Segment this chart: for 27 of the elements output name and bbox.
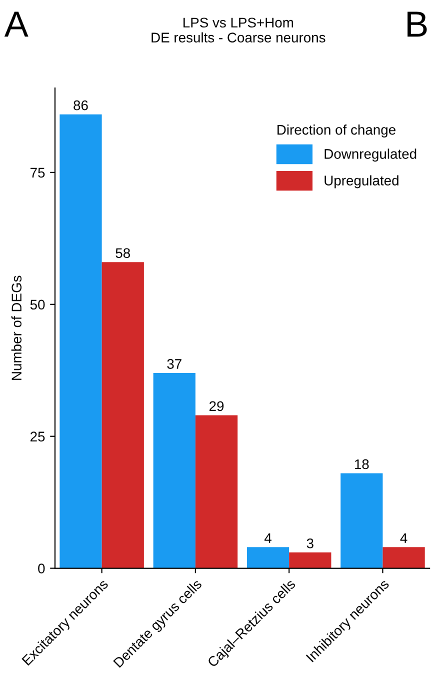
data-label: 58 <box>116 248 130 258</box>
data-label: 3 <box>306 538 314 548</box>
bar <box>195 415 238 568</box>
text: B <box>408 12 427 37</box>
bar <box>246 547 290 568</box>
bar <box>340 473 383 568</box>
bar <box>382 547 425 568</box>
legend-title: Direction of change <box>278 124 396 138</box>
data-label: 4 <box>264 533 272 543</box>
y-tick-label: 75 <box>30 168 45 178</box>
chart-title: LPS vs LPS+Hom DE results - Coarse neurons <box>152 18 326 42</box>
legend-label: Downregulated <box>324 148 416 162</box>
y-tick-label: 50 <box>30 300 45 310</box>
bar <box>153 372 196 568</box>
data-label: 18 <box>354 459 369 470</box>
y-axis-title: Number of DEGs <box>11 276 22 380</box>
y-tick-label: 0 <box>38 564 45 574</box>
y-tick-label: 25 <box>30 432 45 442</box>
data-label: 86 <box>74 100 88 110</box>
data-label: 29 <box>209 401 224 412</box>
data-label: 4 <box>400 533 408 543</box>
bar <box>289 552 332 568</box>
bar <box>102 262 144 568</box>
text: A <box>4 12 28 37</box>
legend-label: Upregulated <box>324 175 398 188</box>
bar <box>60 114 102 568</box>
data-label: 37 <box>167 359 182 369</box>
